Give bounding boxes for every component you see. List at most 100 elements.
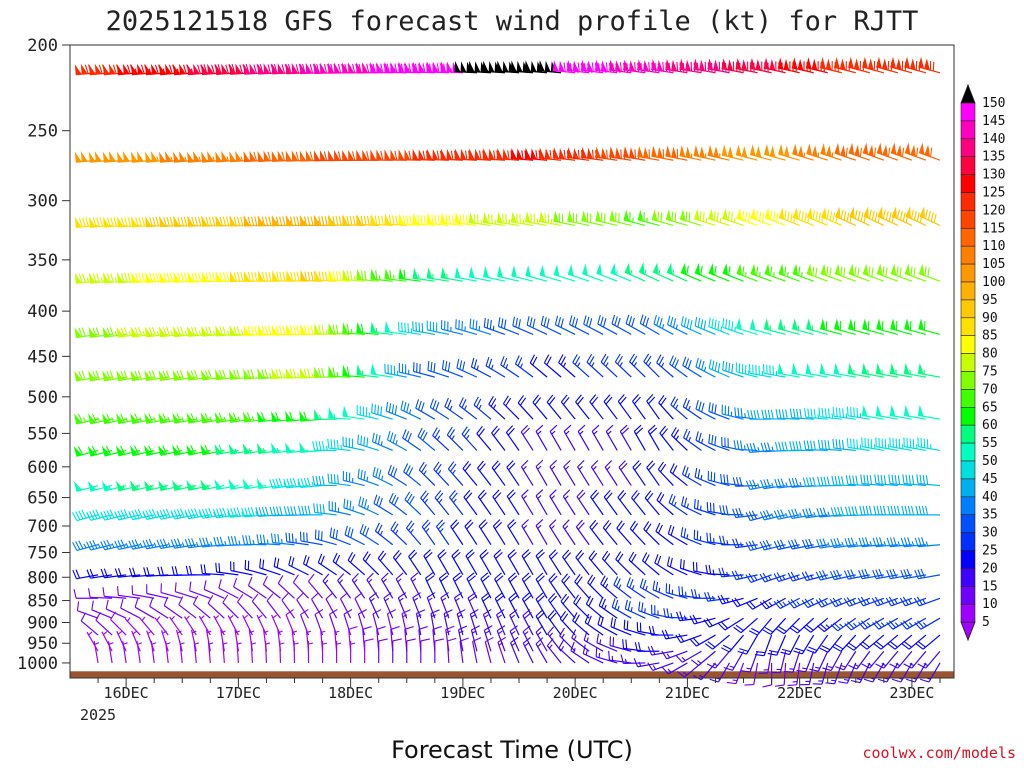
barb-staff bbox=[90, 544, 113, 551]
barb-full bbox=[707, 591, 712, 601]
wind-barb bbox=[633, 424, 646, 451]
barb-staff bbox=[886, 662, 899, 683]
barb-half bbox=[276, 447, 280, 453]
barb-full bbox=[304, 271, 308, 281]
barb-half bbox=[472, 630, 477, 634]
barb-half bbox=[428, 597, 433, 601]
barb-flag bbox=[108, 151, 116, 163]
barb-full bbox=[117, 540, 123, 549]
wind-barb bbox=[903, 437, 927, 452]
barb-staff bbox=[595, 656, 618, 664]
barb-full bbox=[807, 408, 810, 418]
barb-full bbox=[152, 217, 156, 227]
barb-flag bbox=[130, 370, 139, 382]
barb-staff bbox=[386, 410, 407, 420]
barb-full bbox=[253, 64, 257, 74]
barb-flag bbox=[608, 59, 616, 72]
barb-full bbox=[686, 265, 689, 276]
barb-half bbox=[810, 600, 815, 606]
barb-full bbox=[516, 213, 518, 223]
barb-staff bbox=[189, 590, 211, 599]
barb-staff bbox=[154, 617, 169, 636]
barb-staff bbox=[587, 582, 604, 599]
barb-flag bbox=[628, 60, 636, 72]
barb-full bbox=[842, 408, 845, 418]
barb-staff bbox=[146, 514, 169, 520]
barb-full bbox=[790, 571, 797, 581]
wind-barb bbox=[105, 599, 127, 619]
wind-barb bbox=[370, 363, 393, 378]
wind-barb bbox=[215, 562, 239, 576]
wind-barb bbox=[559, 627, 576, 652]
wind-barb bbox=[526, 315, 548, 335]
barb-staff bbox=[392, 557, 408, 576]
barb-full bbox=[123, 370, 129, 380]
wind-barb bbox=[876, 56, 899, 74]
barb-full bbox=[631, 523, 639, 532]
barb-staff bbox=[178, 604, 197, 619]
wind-barb bbox=[718, 567, 744, 578]
barb-full bbox=[798, 441, 802, 451]
barb-full bbox=[288, 556, 292, 566]
barb-full bbox=[441, 359, 445, 370]
barb-full bbox=[103, 568, 109, 578]
wind-barb bbox=[227, 535, 253, 546]
barb-full bbox=[694, 316, 698, 327]
barb-half bbox=[923, 663, 929, 667]
barb-flag bbox=[510, 60, 517, 72]
barb-staff bbox=[695, 366, 716, 378]
barb-full bbox=[751, 540, 758, 550]
barb-full bbox=[850, 407, 852, 417]
barb-half bbox=[537, 643, 542, 648]
barb-full bbox=[652, 580, 656, 590]
wind-barb bbox=[456, 358, 478, 378]
barb-staff bbox=[286, 484, 309, 489]
barb-staff bbox=[600, 361, 618, 378]
barb-half bbox=[652, 665, 657, 670]
wind-barb bbox=[384, 61, 411, 74]
barb-full bbox=[523, 575, 532, 583]
barb-full bbox=[705, 564, 709, 574]
wind-barb bbox=[608, 650, 632, 664]
wind-barb bbox=[200, 412, 225, 424]
wind-barb bbox=[417, 427, 436, 451]
barb-half bbox=[252, 539, 255, 545]
wind-barb bbox=[398, 362, 421, 378]
barb-staff bbox=[385, 372, 407, 378]
barb-full bbox=[674, 212, 677, 222]
barb-staff bbox=[767, 651, 773, 674]
barb-full bbox=[418, 461, 425, 471]
wind-barb bbox=[653, 315, 674, 335]
barb-full bbox=[813, 408, 816, 419]
barb-full bbox=[910, 209, 914, 219]
barb-staff bbox=[442, 368, 464, 378]
barb-staff bbox=[420, 497, 436, 516]
barb-staff bbox=[250, 640, 254, 663]
barb-full bbox=[808, 646, 818, 651]
barb-flag bbox=[229, 63, 237, 75]
barb-full bbox=[915, 147, 919, 157]
barb-full bbox=[75, 541, 81, 550]
barb-staff bbox=[810, 617, 829, 633]
barb-full bbox=[486, 318, 489, 329]
barb-flag bbox=[889, 362, 896, 375]
barb-full bbox=[87, 588, 91, 598]
barb-full bbox=[875, 537, 880, 547]
barb-full bbox=[572, 612, 578, 621]
barb-staff bbox=[430, 613, 436, 636]
barb-full bbox=[903, 537, 908, 547]
barb-staff bbox=[492, 525, 506, 546]
barb-full bbox=[247, 216, 251, 226]
barb-flag bbox=[242, 478, 251, 490]
barb-full bbox=[560, 394, 568, 403]
wind-barb bbox=[903, 650, 927, 669]
barb-half bbox=[712, 569, 715, 575]
barb-full bbox=[244, 507, 249, 517]
barb-flag bbox=[130, 64, 138, 76]
barb-full bbox=[296, 216, 300, 226]
barb-staff bbox=[435, 526, 450, 546]
barb-full bbox=[360, 469, 363, 480]
barb-full bbox=[423, 549, 431, 557]
wind-barb bbox=[613, 576, 632, 599]
barb-staff bbox=[589, 526, 604, 546]
